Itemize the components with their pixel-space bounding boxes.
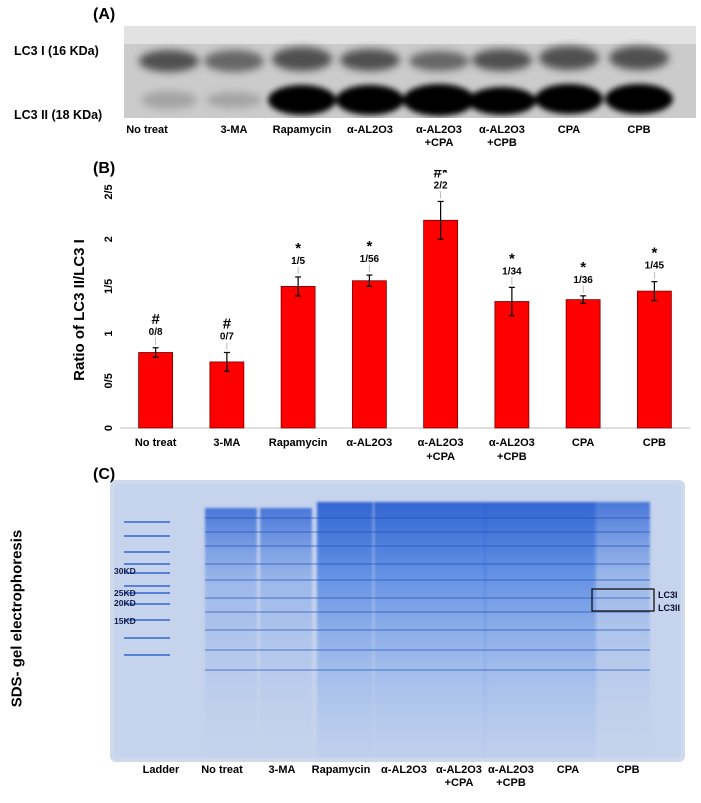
gel-lane-label: CPB bbox=[616, 764, 640, 776]
x-tick-label: No treat bbox=[135, 437, 177, 449]
significance-marker: * bbox=[509, 250, 515, 267]
significance-marker: * bbox=[366, 238, 372, 255]
y-tick-label: 1 bbox=[103, 331, 115, 337]
blot-lane-label: No treat bbox=[126, 124, 168, 136]
x-tick-label: α-AL2O3 bbox=[346, 437, 392, 449]
blot-lane-label: 3-MA bbox=[220, 124, 248, 136]
y-tick-label: 0/5 bbox=[103, 373, 115, 388]
gel-side-title-text: SDS- gel electrophoresis bbox=[8, 529, 26, 708]
bar bbox=[636, 290, 672, 429]
gel-side-title: SDS- gel electrophoresis bbox=[0, 480, 34, 770]
bar-value-label: 0/7 bbox=[220, 331, 234, 342]
gel-lane-label: 3-MA bbox=[268, 764, 296, 776]
blot-lane-label: CPA bbox=[557, 124, 581, 136]
bar-value-label: 1/34 bbox=[502, 266, 522, 277]
gel-lc3ii-annotation: LC3II bbox=[658, 603, 681, 613]
blot-lane-label: α-AL2O3 +CPA bbox=[416, 124, 462, 149]
x-tick-label: +CPB bbox=[497, 451, 527, 463]
y-axis-title: Ratio of LC3 II/LC3 I bbox=[71, 239, 88, 381]
significance-marker: * bbox=[580, 259, 586, 276]
gel-lane-label: Rapamycin bbox=[311, 764, 371, 776]
bar bbox=[423, 219, 459, 429]
y-tick-label: 2/5 bbox=[103, 184, 115, 199]
bar bbox=[565, 299, 601, 429]
chart-bars bbox=[138, 191, 672, 429]
x-tick-label: α-AL2O3 bbox=[418, 437, 464, 449]
significance-marker: # bbox=[223, 315, 232, 332]
panel-c-lane-labels: Ladder No treat 3-MA Rapamycin α-AL2O3 α… bbox=[0, 764, 701, 798]
x-tick-label: CPB bbox=[643, 437, 666, 449]
gel-lane-label: Ladder bbox=[142, 764, 180, 776]
bar bbox=[351, 280, 387, 429]
bar-value-label: 0/8 bbox=[149, 327, 163, 338]
gel-lane-label: No treat bbox=[201, 764, 243, 776]
x-tick-label: +CPA bbox=[426, 451, 455, 463]
gel-lane-label: CPA bbox=[556, 764, 580, 776]
blot-lane-label: CPB bbox=[627, 124, 651, 136]
blot-lane-label: α-AL2O3 bbox=[347, 124, 393, 136]
bar-value-label: 1/56 bbox=[360, 254, 380, 265]
bar-value-label: 1/36 bbox=[573, 275, 593, 286]
significance-marker: * bbox=[295, 240, 301, 257]
bar-value-label: 1/5 bbox=[291, 256, 305, 267]
bar bbox=[138, 352, 174, 429]
bar bbox=[280, 286, 316, 429]
western-blot-image bbox=[124, 26, 696, 118]
gel-lane-label: α-AL2O3 +CPB bbox=[488, 764, 534, 789]
marker-30kd: 30KD bbox=[114, 566, 136, 576]
bar bbox=[494, 301, 530, 429]
gel-lane-label: α-AL2O3 bbox=[381, 764, 427, 776]
sds-gel-image bbox=[110, 480, 685, 762]
y-tick-label: 1/5 bbox=[103, 279, 115, 294]
x-tick-label: 3-MA bbox=[213, 437, 240, 449]
bar-value-label: 1/45 bbox=[645, 261, 665, 272]
blot-lane-label: Rapamycin bbox=[272, 124, 332, 136]
bar-value-label: 2/2 bbox=[434, 180, 448, 191]
gel-lane-label: α-AL2O3 +CPA bbox=[436, 764, 482, 789]
lc3-ii-label: LC3 II (18 KDa) bbox=[14, 108, 103, 122]
marker-25kd: 25KD bbox=[114, 588, 136, 598]
panel-b-label: (B) bbox=[93, 160, 116, 177]
panel-c-label: (C) bbox=[93, 466, 116, 483]
panel-a-lane-labels: No treat 3-MA Rapamycin α-AL2O3 α-AL2O3 +… bbox=[124, 124, 696, 154]
panel-a-label: (A) bbox=[93, 6, 116, 23]
blot-lane-label: α-AL2O3 +CPB bbox=[479, 124, 525, 149]
lc3-i-label: LC3 I (16 KDa) bbox=[14, 44, 99, 58]
y-tick-label: 0 bbox=[103, 425, 115, 431]
marker-20kd: 20KD bbox=[114, 598, 136, 608]
y-tick-label: 2 bbox=[103, 236, 115, 242]
x-tick-label: Rapamycin bbox=[269, 437, 328, 449]
x-tick-label: α-AL2O3 bbox=[489, 437, 535, 449]
significance-marker: * bbox=[651, 245, 657, 262]
significance-marker: # bbox=[151, 311, 160, 328]
significance-marker: #* bbox=[434, 170, 448, 181]
x-tick-label: CPA bbox=[572, 437, 594, 449]
marker-15kd: 15KD bbox=[114, 616, 136, 626]
gel-lc3i-annotation: LC3I bbox=[658, 590, 678, 600]
